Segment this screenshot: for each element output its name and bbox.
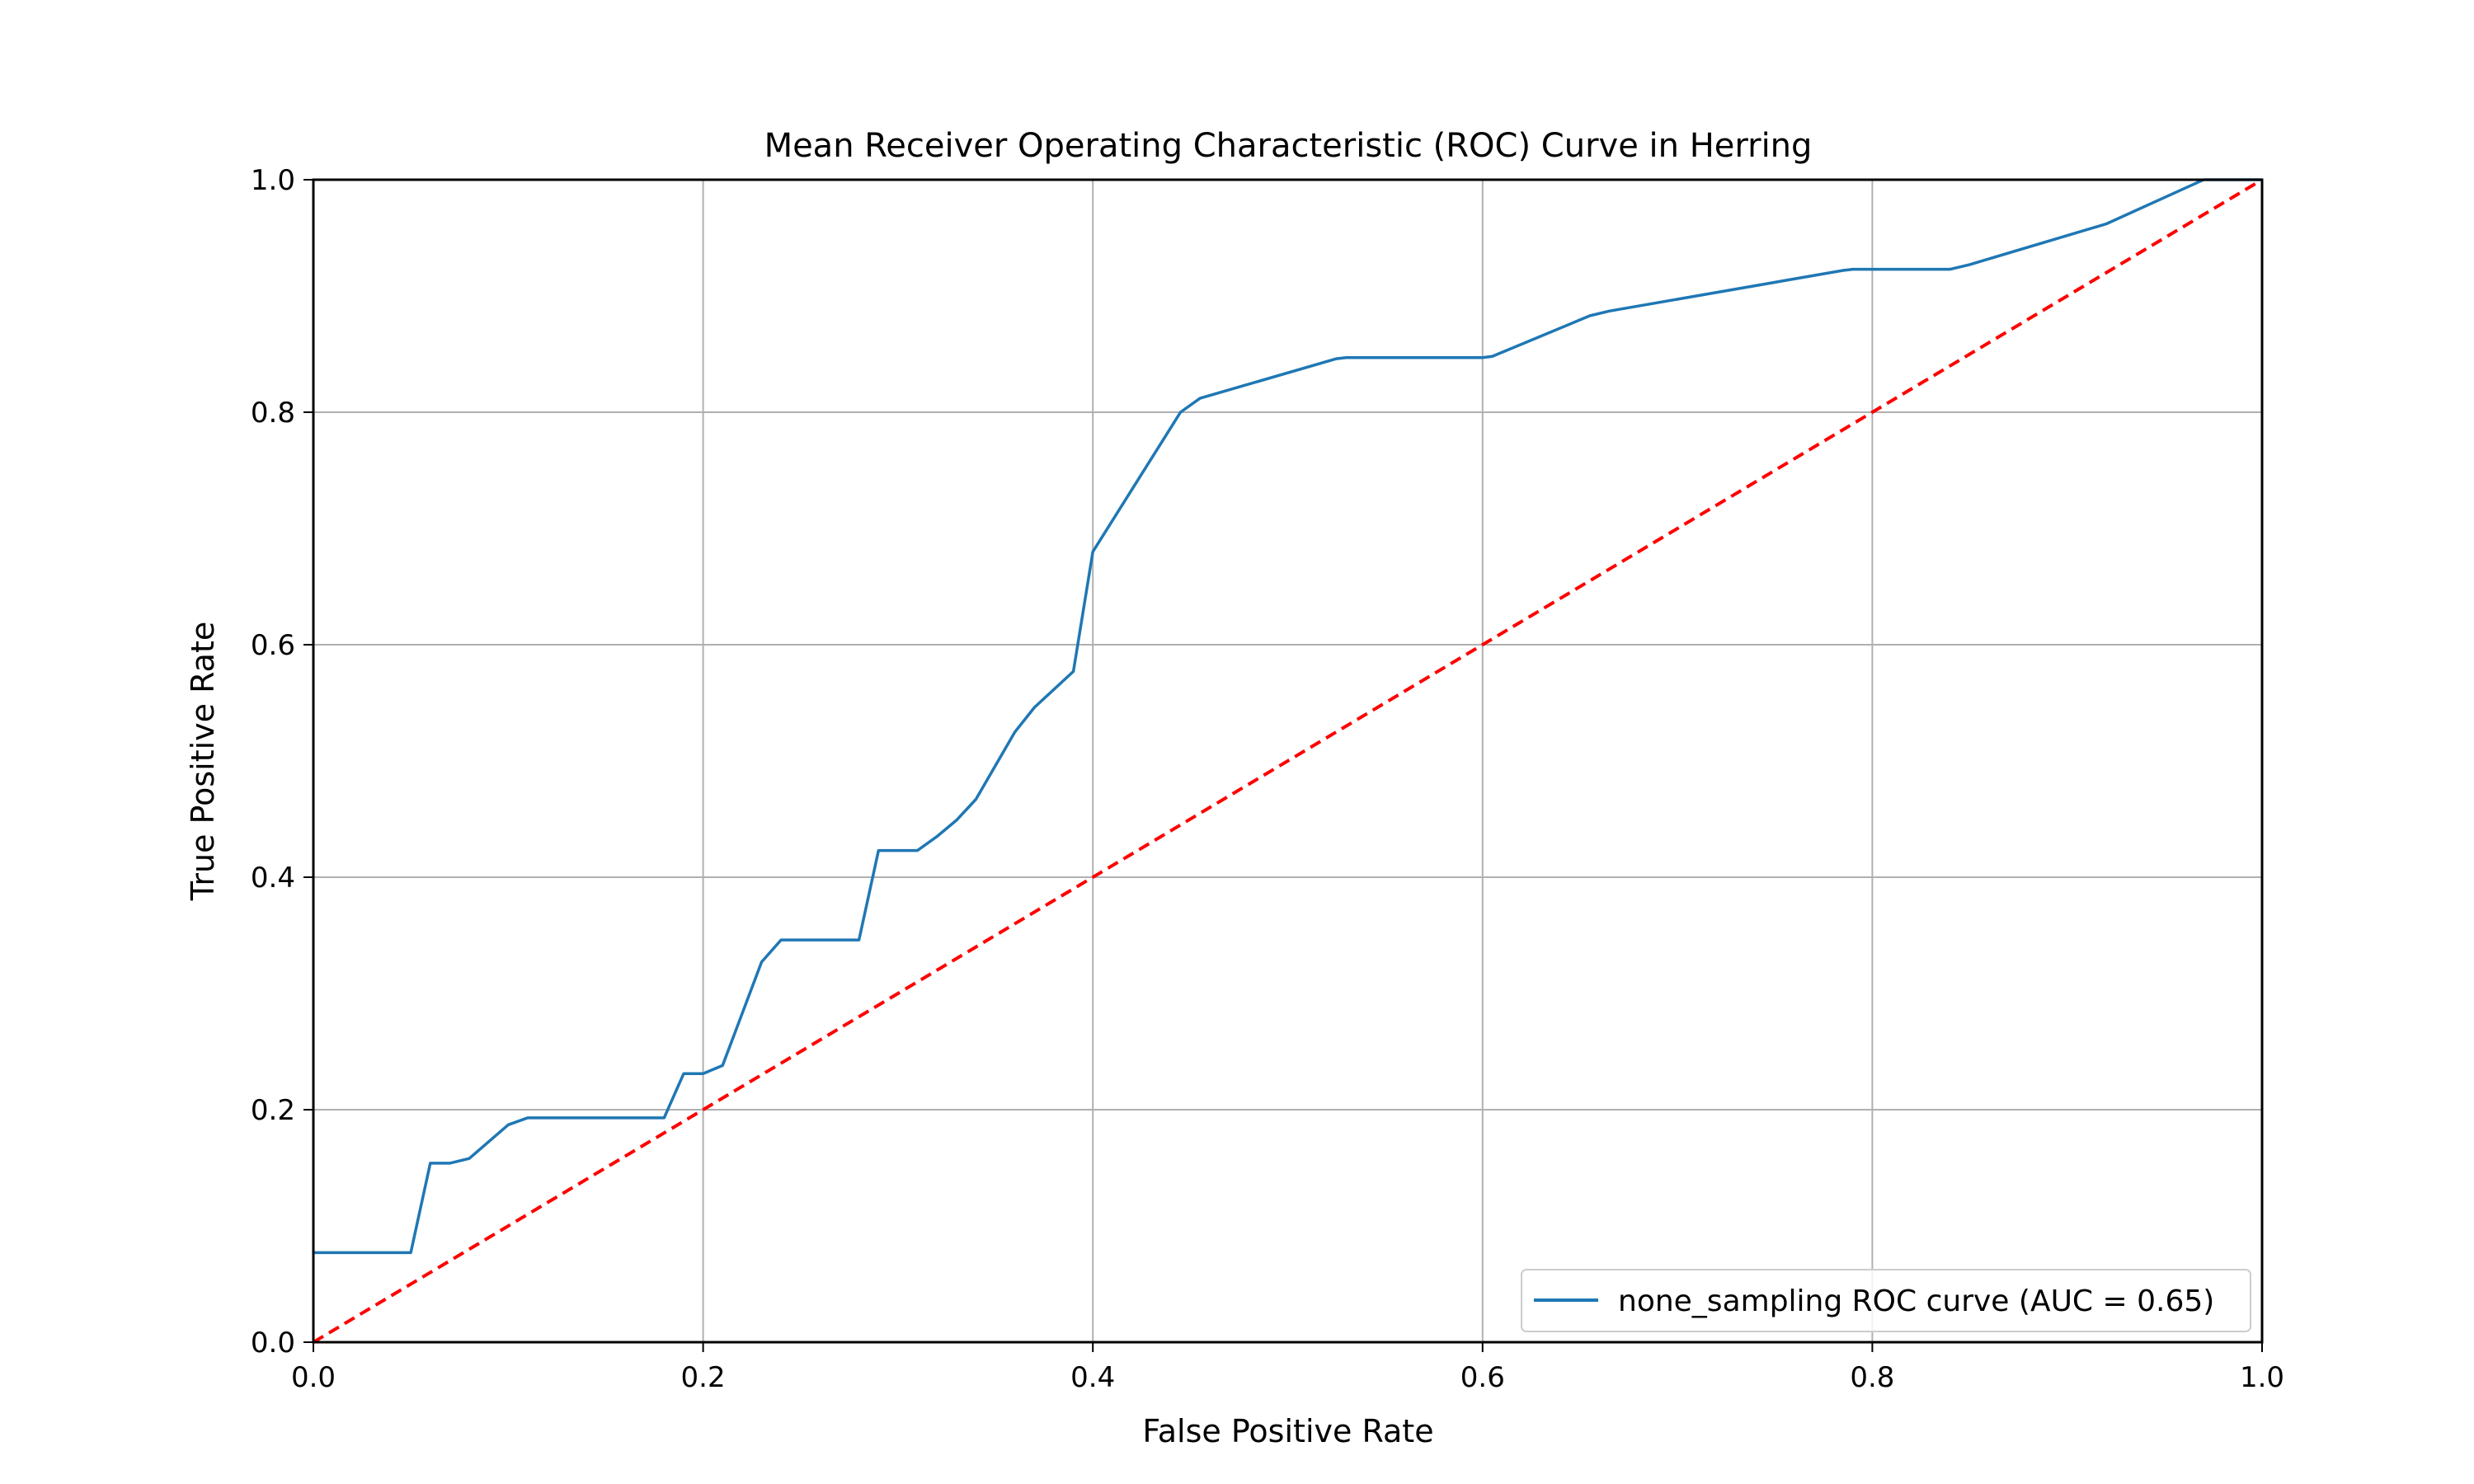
y-tick-label: 0.8 [251,397,295,430]
y-tick-label: 1.0 [251,164,295,197]
plot-area-frame [312,178,2264,1344]
x-tick-label: 1.0 [2240,1361,2284,1394]
x-axis-label: False Positive Rate [1142,1413,1433,1449]
chart-title: Mean Receiver Operating Characteristic (… [764,127,1813,165]
plot-series [312,178,2264,1344]
roc-curve-line [313,178,2262,1255]
legend-box [1521,1269,2251,1332]
chance-diagonal-line [312,178,2264,1344]
legend: none_sampling ROC curve (AUC = 0.65) [1521,1269,2251,1332]
axis-ticks: 0.0 0.2 0.4 0.6 0.8 1.0 0.0 0.2 0.4 0.6 0.8 1.0 [251,164,2284,1394]
y-tick-label: 0.0 [251,1327,295,1360]
y-tick-label: 0.4 [251,862,295,895]
y-tick-label: 0.6 [251,629,295,662]
y-tick-label: 0.2 [251,1094,295,1127]
x-tick-label: 0.0 [291,1361,336,1394]
x-tick-label: 0.8 [1850,1361,1894,1394]
x-tick-label: 0.2 [681,1361,726,1394]
x-tick-label: 0.4 [1070,1361,1115,1394]
y-axis-label: True Positive Rate [185,622,221,902]
x-tick-label: 0.6 [1460,1361,1505,1394]
legend-label: none_sampling ROC curve (AUC = 0.65) [1618,1284,2214,1318]
